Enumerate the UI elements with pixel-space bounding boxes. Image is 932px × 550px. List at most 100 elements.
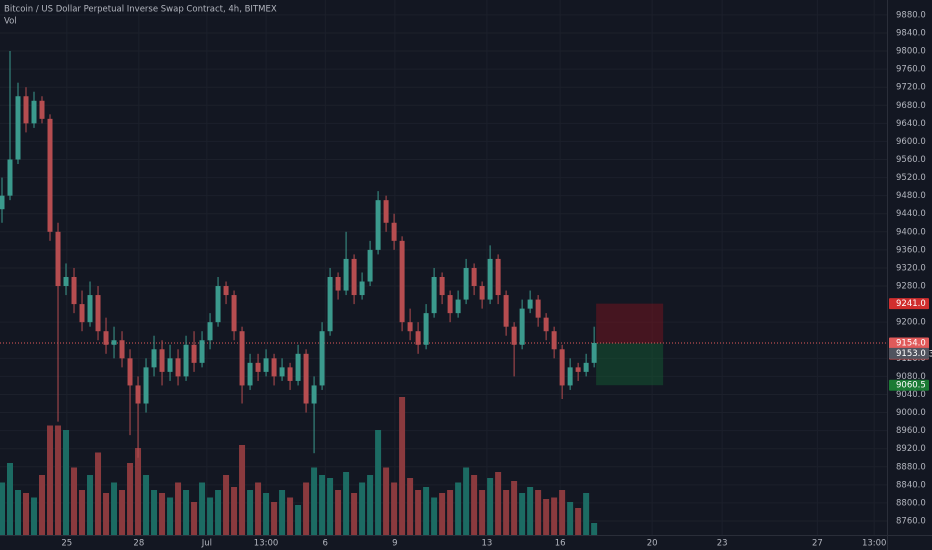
x-tick-label: 13 (481, 539, 492, 549)
candle-body (191, 344, 197, 363)
candle-body (447, 295, 453, 314)
volume-bar (583, 493, 590, 535)
y-tick-label: 9440.0 (896, 209, 926, 219)
candle-body (71, 276, 77, 305)
y-tick-label: 9520.0 (896, 173, 926, 183)
candle-body (15, 96, 21, 160)
candle-body (431, 276, 437, 314)
candle-body (159, 349, 165, 372)
volume-bar (319, 475, 326, 535)
candle-body (351, 258, 357, 296)
candle-body (215, 286, 221, 323)
y-tick-label: 9560.0 (896, 155, 926, 165)
volume-bar (287, 497, 294, 535)
x-tick-label: 9 (392, 539, 397, 549)
volume-bar (199, 482, 206, 535)
y-tick-label: 8760.0 (896, 516, 926, 526)
y-tick-label: 9720.0 (896, 83, 926, 93)
volume-bar (295, 505, 302, 535)
volume-bar (63, 430, 70, 535)
candle-body (63, 276, 69, 287)
volume-bar (575, 508, 582, 535)
candle-body (31, 100, 37, 124)
volume-bar (151, 490, 158, 535)
volume-bar (7, 463, 14, 535)
reward-zone (596, 343, 664, 386)
volume-bar (559, 490, 566, 535)
candle-body (39, 100, 45, 119)
x-tick-label: 25 (61, 539, 72, 549)
candle-body (271, 358, 277, 377)
y-tick-label: 9800.0 (896, 47, 926, 57)
candle-body (327, 276, 333, 332)
x-tick-label: 23 (717, 539, 728, 549)
candle-body (535, 299, 541, 318)
volume-bar (223, 475, 230, 535)
candle-body (391, 222, 397, 241)
x-tick-label: 16 (555, 539, 566, 549)
candle-body (367, 249, 373, 282)
volume-bar (135, 448, 142, 535)
volume-bar (439, 493, 446, 535)
candle-body (199, 340, 205, 363)
volume-bar (391, 482, 398, 535)
volume-bar (143, 475, 150, 535)
candle-body (407, 322, 413, 332)
volume-bar (127, 463, 134, 535)
candle-body (263, 358, 269, 372)
volume-bar (463, 467, 470, 535)
y-tick-label: 9080.0 (896, 372, 926, 382)
y-tick-label: 9480.0 (896, 191, 926, 201)
candles (0, 51, 597, 458)
y-tick-label: 9640.0 (896, 119, 926, 129)
x-tick-label: 20 (647, 539, 658, 549)
y-tick-label: 9840.0 (896, 28, 926, 38)
volume-bar (455, 482, 462, 535)
volume-bar (383, 467, 390, 535)
volume-bar (423, 487, 430, 535)
candle-body (543, 317, 549, 332)
candle-body (519, 308, 525, 345)
volume-bar (471, 475, 478, 535)
y-tick-label: 8920.0 (896, 444, 926, 454)
y-tick-label: 9360.0 (896, 245, 926, 255)
candle-body (295, 353, 301, 381)
candle-body (575, 367, 581, 372)
volume-bar (239, 445, 246, 535)
volume-bar (479, 490, 486, 535)
candle-body (559, 349, 565, 386)
candle-body (463, 267, 469, 300)
y-tick-label: 9040.0 (896, 390, 926, 400)
volume-bar (519, 493, 526, 535)
volume-bar (23, 493, 30, 535)
candle-body (303, 353, 309, 404)
volume-label: Vol (4, 17, 17, 27)
candle-body (239, 331, 245, 386)
volume-bar (303, 482, 310, 535)
candle-body (423, 313, 429, 345)
candle-body (95, 295, 101, 332)
x-tick-label: 13:00 (254, 539, 279, 549)
candle-body (55, 231, 61, 287)
candle-body (231, 295, 237, 332)
candle-body (135, 385, 141, 404)
y-tick-label: 9680.0 (896, 101, 926, 111)
candle-body (223, 286, 229, 296)
candle-body (399, 240, 405, 323)
volume-bar (231, 487, 238, 535)
candle-body (335, 276, 341, 291)
candle-body (183, 344, 189, 377)
candle-body (207, 322, 213, 341)
candle-body (143, 367, 149, 404)
volume-bar (311, 467, 318, 535)
volume-bar (119, 490, 126, 535)
volume-bar (247, 490, 254, 535)
volume-bar (95, 452, 102, 535)
volume-bar (15, 490, 22, 535)
volume-bar (567, 502, 574, 535)
volume-bar (335, 490, 342, 535)
volume-bar (511, 481, 518, 535)
x-tick-label: 13:00 (862, 539, 887, 549)
candle-body (287, 367, 293, 381)
volume-bar (175, 482, 182, 535)
